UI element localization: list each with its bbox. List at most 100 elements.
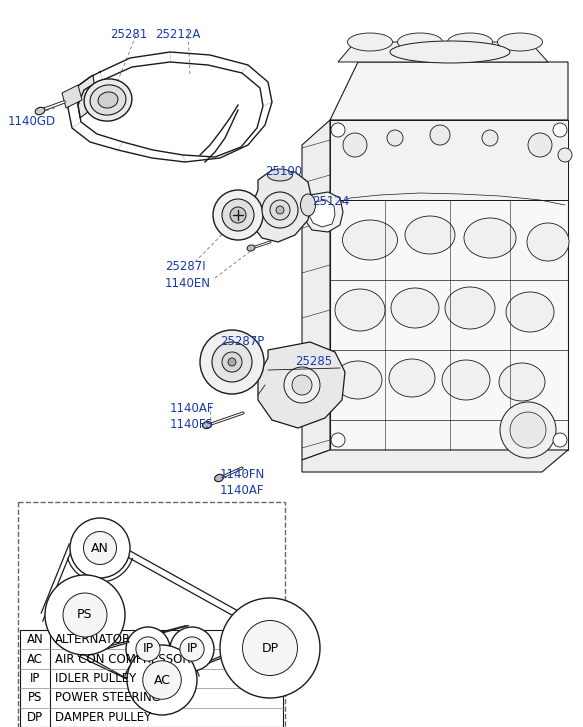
Text: 1140FS: 1140FS [170,418,213,431]
Polygon shape [330,62,568,120]
Circle shape [558,148,572,162]
Circle shape [83,531,117,564]
Text: AC: AC [153,673,170,686]
Circle shape [284,367,320,403]
Circle shape [220,598,320,698]
Text: 25287I: 25287I [165,260,206,273]
Text: 1140AF: 1140AF [170,402,215,415]
Ellipse shape [202,422,212,429]
Text: 1140GD: 1140GD [8,115,56,128]
Circle shape [136,637,160,661]
Polygon shape [302,450,568,472]
Ellipse shape [499,363,545,401]
Ellipse shape [445,287,495,329]
Circle shape [276,206,284,214]
Polygon shape [62,85,82,108]
Text: ALTERNATOR: ALTERNATOR [55,633,131,646]
Circle shape [292,375,312,395]
Circle shape [553,123,567,137]
Circle shape [143,661,181,699]
Circle shape [200,330,264,394]
Circle shape [500,402,556,458]
Text: 1140AF: 1140AF [220,484,265,497]
Circle shape [262,192,298,228]
Ellipse shape [342,220,398,260]
Polygon shape [302,120,330,460]
Text: 1140FN: 1140FN [220,468,265,481]
Text: AN: AN [27,633,43,646]
Text: AN: AN [91,542,109,555]
Ellipse shape [90,85,126,115]
Text: DP: DP [27,711,43,724]
Ellipse shape [334,361,382,399]
Text: IP: IP [30,672,40,685]
Text: 25285: 25285 [295,355,332,368]
Polygon shape [20,630,283,727]
Text: 1140EN: 1140EN [165,277,211,290]
Circle shape [222,199,254,231]
Circle shape [482,130,498,146]
Polygon shape [75,75,97,118]
Ellipse shape [390,41,510,63]
Text: AIR CON COMPRESSOR: AIR CON COMPRESSOR [55,653,191,666]
Ellipse shape [506,292,554,332]
Circle shape [63,593,107,637]
Polygon shape [258,342,345,428]
Circle shape [213,190,263,240]
Circle shape [553,433,567,447]
Circle shape [270,200,290,220]
Circle shape [528,133,552,157]
Text: DAMPER PULLEY: DAMPER PULLEY [55,711,151,724]
Text: 25281: 25281 [110,28,147,41]
Ellipse shape [84,79,132,121]
Ellipse shape [247,245,255,251]
Text: IP: IP [187,643,198,656]
Text: IDLER PULLEY: IDLER PULLEY [55,672,136,685]
Text: PS: PS [28,691,42,704]
Text: 25124: 25124 [312,195,349,208]
Circle shape [510,412,546,448]
Text: 25100: 25100 [265,165,302,178]
Polygon shape [309,200,335,227]
Ellipse shape [215,474,223,482]
Text: IP: IP [142,643,153,656]
Circle shape [228,358,236,366]
Ellipse shape [442,360,490,400]
Circle shape [170,627,214,671]
Ellipse shape [448,33,493,51]
Ellipse shape [300,194,315,216]
Text: PS: PS [78,608,93,622]
Circle shape [331,123,345,137]
Text: AC: AC [27,653,43,666]
Circle shape [127,645,197,715]
Polygon shape [305,192,343,232]
Polygon shape [330,120,568,450]
Circle shape [45,575,125,655]
Circle shape [230,207,246,223]
Text: 25287P: 25287P [220,335,264,348]
Ellipse shape [464,218,516,258]
Text: 25212A: 25212A [155,28,201,41]
Circle shape [126,627,170,671]
Ellipse shape [398,33,442,51]
Circle shape [180,637,204,661]
Circle shape [387,130,403,146]
Ellipse shape [98,92,118,108]
Text: POWER STEERING: POWER STEERING [55,691,161,704]
Ellipse shape [405,216,455,254]
Ellipse shape [391,288,439,328]
Polygon shape [338,42,548,62]
Circle shape [243,621,297,675]
Ellipse shape [389,359,435,397]
Circle shape [343,133,367,157]
Circle shape [222,352,242,372]
Circle shape [430,125,450,145]
Circle shape [212,342,252,382]
Ellipse shape [35,108,45,115]
Ellipse shape [335,289,385,331]
Circle shape [331,433,345,447]
Ellipse shape [268,169,293,181]
Polygon shape [252,170,312,242]
Ellipse shape [497,33,543,51]
Ellipse shape [347,33,392,51]
